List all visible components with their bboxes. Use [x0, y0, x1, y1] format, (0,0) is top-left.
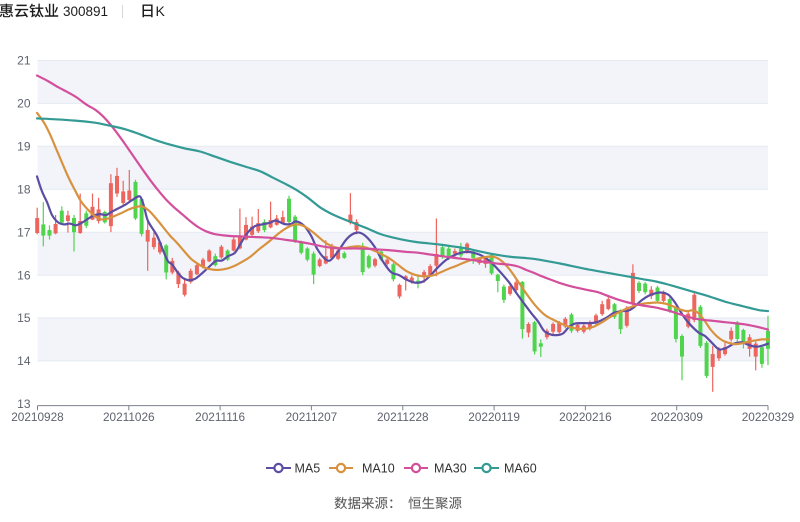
svg-text:19: 19: [17, 140, 31, 154]
svg-text:20220216: 20220216: [559, 410, 612, 424]
svg-text:17: 17: [17, 225, 31, 239]
svg-text:MA10: MA10: [362, 461, 395, 475]
svg-text:20210928: 20210928: [11, 410, 64, 424]
svg-text:20220329: 20220329: [742, 410, 795, 424]
svg-text:15: 15: [17, 311, 31, 325]
svg-text:MA5: MA5: [295, 461, 321, 475]
svg-text:14: 14: [17, 354, 31, 368]
svg-text:16: 16: [17, 268, 31, 282]
svg-text:20220119: 20220119: [468, 410, 520, 424]
svg-text:20220309: 20220309: [650, 410, 703, 424]
svg-text:20211116: 20211116: [195, 410, 245, 424]
svg-text:20: 20: [17, 97, 31, 111]
svg-text:20211026: 20211026: [103, 410, 155, 424]
svg-text:18: 18: [17, 182, 31, 196]
svg-text:K: K: [156, 3, 166, 19]
svg-text:20211228: 20211228: [377, 410, 429, 424]
svg-text:300891: 300891: [63, 4, 108, 19]
svg-text:20211207: 20211207: [286, 410, 338, 424]
svg-text:MA60: MA60: [504, 461, 537, 475]
svg-text:MA30: MA30: [434, 461, 467, 475]
svg-text:21: 21: [17, 54, 31, 68]
svg-text:13: 13: [17, 397, 31, 411]
